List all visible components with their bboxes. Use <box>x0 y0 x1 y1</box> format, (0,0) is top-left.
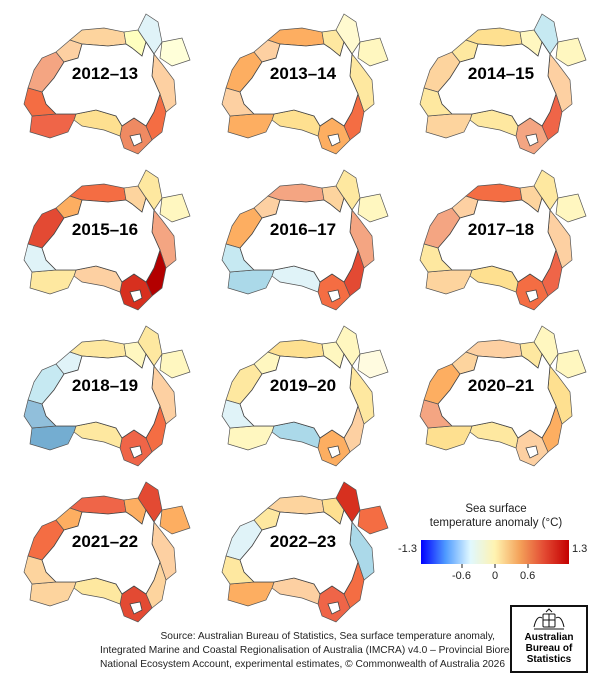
legend-title-line2: temperature anomaly (°C) <box>429 517 563 529</box>
source-note: Source: Australian Bureau of Statistics,… <box>100 630 537 672</box>
australia-map <box>221 13 389 155</box>
tasmania-land <box>129 601 143 615</box>
australia-map <box>23 325 191 467</box>
australia-map <box>221 325 389 467</box>
bioregion-sw <box>29 425 77 451</box>
bioregion-coral <box>357 505 389 535</box>
australia-map <box>23 169 191 311</box>
legend-tick-label: 0.6 <box>520 570 536 582</box>
bioregion-coral <box>159 349 191 379</box>
map-panel: 2018–19 <box>12 320 198 478</box>
australia-land <box>41 509 161 595</box>
australia-map <box>23 481 191 623</box>
australia-map <box>23 13 191 155</box>
bioregion-coral <box>357 37 389 67</box>
legend-title-line1: Sea surface <box>465 503 527 515</box>
bioregion-sw <box>227 113 275 139</box>
map-panel: 2016–17 <box>210 164 396 322</box>
tasmania-land <box>327 133 341 147</box>
australia-land <box>239 509 359 595</box>
legend-tick-label: -0.6 <box>452 570 471 582</box>
bioregion-sw <box>227 581 275 607</box>
bioregion-coral <box>555 193 587 223</box>
map-panel: 2017–18 <box>408 164 594 322</box>
tasmania-land <box>327 601 341 615</box>
australia-land <box>437 41 557 127</box>
legend-tick-label: 0 <box>492 570 499 582</box>
tasmania-land <box>327 289 341 303</box>
map-panel: 2022–23 <box>210 476 396 634</box>
australia-land <box>437 197 557 283</box>
map-panel: 2019–20 <box>210 320 396 478</box>
abs-logo: Australian Bureau of Statistics <box>510 605 588 673</box>
tasmania-land <box>129 289 143 303</box>
australia-land <box>437 353 557 439</box>
australia-land <box>41 197 161 283</box>
logo-line3: Statistics <box>526 654 572 665</box>
bioregion-coral <box>555 37 587 67</box>
bioregion-sw <box>227 269 275 295</box>
legend-gradient-bar <box>421 540 569 564</box>
bioregion-coral <box>357 193 389 223</box>
australia-map <box>221 169 389 311</box>
australia-land <box>41 41 161 127</box>
legend-colorbar <box>421 540 569 568</box>
map-panel: 2020–21 <box>408 320 594 478</box>
map-panel: 2014–15 <box>408 8 594 166</box>
australia-land <box>239 353 359 439</box>
legend-max-label: 1.3 <box>572 543 588 555</box>
australia-land <box>239 197 359 283</box>
bioregion-coral <box>159 505 191 535</box>
bioregion-sw <box>425 425 473 451</box>
tasmania-land <box>327 445 341 459</box>
bioregion-sw <box>29 113 77 139</box>
australia-land <box>41 353 161 439</box>
tasmania-land <box>525 133 539 147</box>
map-panel: 2013–14 <box>210 8 396 166</box>
map-panel: 2021–22 <box>12 476 198 634</box>
tasmania-land <box>525 445 539 459</box>
logo-line2: Bureau of <box>525 643 573 654</box>
map-panel: 2015–16 <box>12 164 198 322</box>
australia-land <box>239 41 359 127</box>
australia-map <box>221 481 389 623</box>
tasmania-land <box>525 289 539 303</box>
australia-map <box>419 169 587 311</box>
source-line: National Ecosystem Account, experimental… <box>100 659 506 670</box>
tasmania-land <box>129 445 143 459</box>
coat-of-arms-icon <box>533 608 565 630</box>
australia-map <box>419 325 587 467</box>
bioregion-coral <box>159 193 191 223</box>
australia-map <box>419 13 587 155</box>
bioregion-sw <box>425 113 473 139</box>
logo-line1: Australian <box>524 632 574 643</box>
bioregion-sw <box>29 269 77 295</box>
map-panel: 2012–13 <box>12 8 198 166</box>
bioregion-sw <box>227 425 275 451</box>
source-line: Integrated Marine and Coastal Regionalis… <box>100 645 537 656</box>
bioregion-coral <box>555 349 587 379</box>
color-legend: Sea surface temperature anomaly (°C) -1.… <box>396 502 596 592</box>
bioregion-coral <box>357 349 389 379</box>
source-line: Source: Australian Bureau of Statistics,… <box>160 631 495 642</box>
tasmania-land <box>129 133 143 147</box>
legend-min-label: -1.3 <box>398 543 417 555</box>
bioregion-sw <box>425 269 473 295</box>
bioregion-sw <box>29 581 77 607</box>
bioregion-coral <box>159 37 191 67</box>
